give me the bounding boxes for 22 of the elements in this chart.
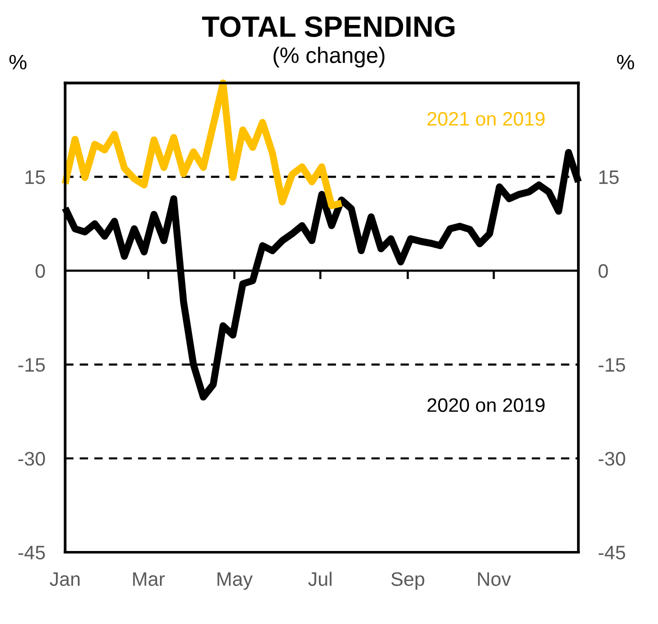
y-axis-title: % xyxy=(9,54,26,70)
x-tick-label: Mar xyxy=(133,572,165,586)
text: 2020 on 2019 xyxy=(428,398,545,412)
y-tick-label: 15 xyxy=(26,170,45,184)
text: 2021 on 2019 xyxy=(428,112,545,126)
y2-tick-label: 0 xyxy=(598,264,608,278)
chart-subtitle: (% change) xyxy=(274,46,384,68)
y2-tick-label: -45 xyxy=(598,546,626,560)
y2-tick-label: 15 xyxy=(599,170,619,184)
chart-title: TOTAL SPENDING xyxy=(202,16,454,38)
y2-axis-title: % xyxy=(617,54,634,70)
x-tick-label: Sep xyxy=(391,572,424,590)
y2-tick-label: -15 xyxy=(598,358,626,372)
y-tick-label: -30 xyxy=(18,452,45,466)
x-tick-label: Jan xyxy=(50,572,80,586)
y-tick-label: 0 xyxy=(36,264,45,278)
x-tick-label: Nov xyxy=(478,572,512,586)
x-tick-label: Jul xyxy=(308,572,332,586)
y-tick-label: -15 xyxy=(18,358,45,372)
x-tick-label: May xyxy=(218,572,253,590)
y2-tick-label: -30 xyxy=(598,452,626,466)
y-tick-label: -45 xyxy=(18,546,45,560)
